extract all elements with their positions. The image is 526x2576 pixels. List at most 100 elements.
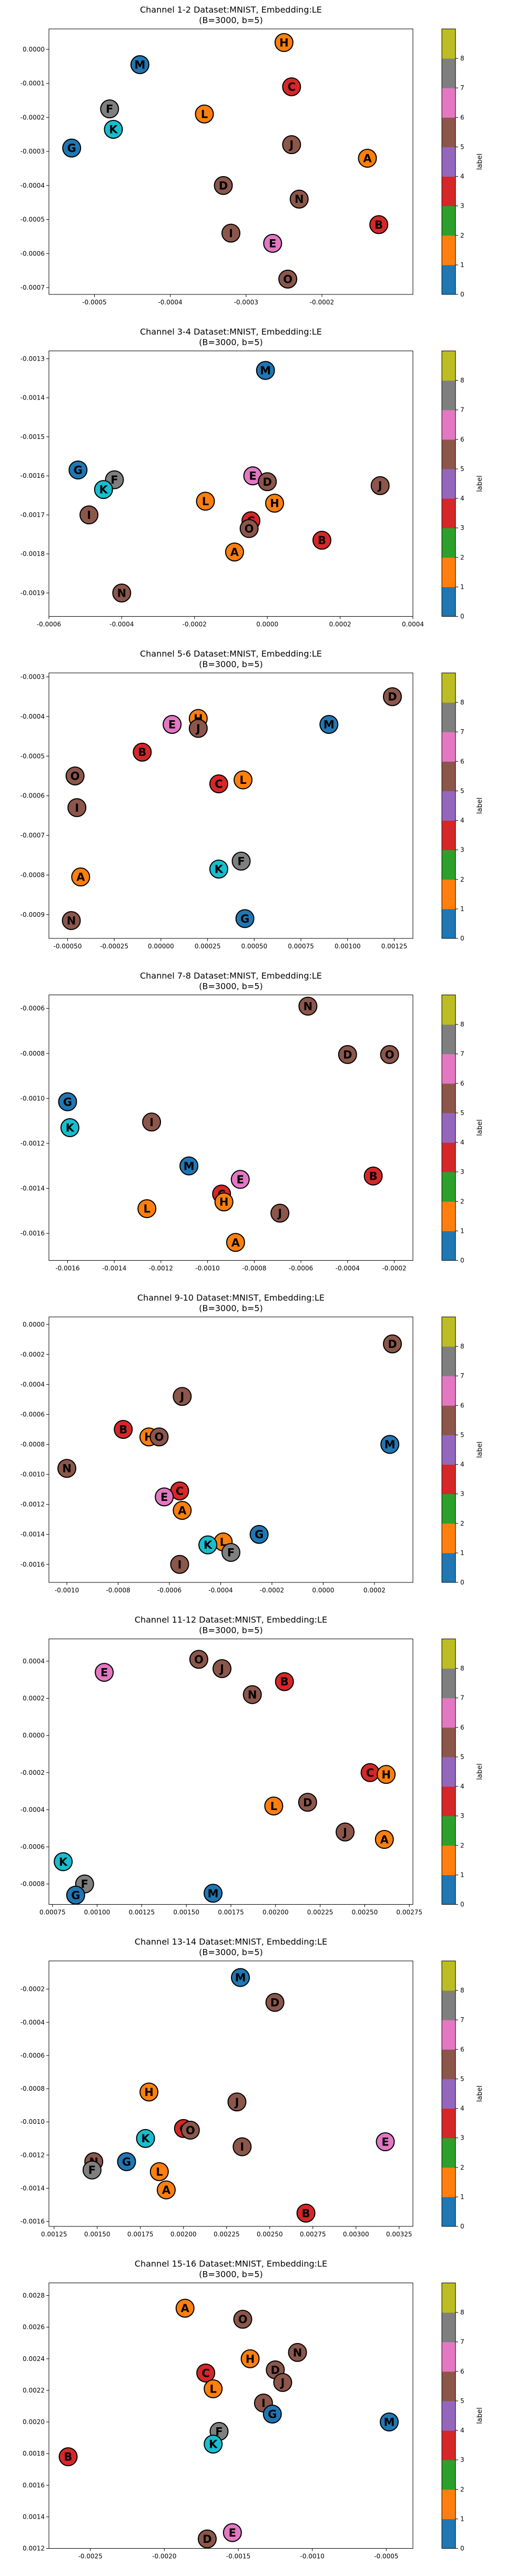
point-marker [270,1203,290,1223]
x-tick-label: -0.0016 [55,1265,79,1272]
scatter-point: I [142,1112,161,1132]
colorbar-tick-label: 1 [460,261,464,269]
point-marker [66,1885,85,1905]
x-tick-label: -0.0010 [300,2553,325,2560]
colorbar-tick-label: 3 [460,1812,464,1819]
colorbar-segment [442,2519,456,2549]
colorbar-label: label [476,1763,484,1780]
point-label: I [87,509,91,522]
scatter-point: H [274,33,294,52]
colorbar-segment [442,1961,456,1991]
point-label: A [178,1505,187,1517]
x-tick-label: 0.00000 [148,943,174,950]
point-marker [338,1045,357,1064]
colorbar-tick-label: 0 [460,1257,464,1264]
point-marker [358,149,377,168]
x-tick-label: -0.0004 [336,1265,360,1272]
scatter-point: I [67,798,87,817]
point-marker [380,1435,400,1454]
colorbar-segment [442,1346,456,1376]
point-marker [296,2203,316,2223]
x-tick-label: 0.00125 [129,1909,155,1916]
colorbar-segment [442,206,456,236]
colorbar-tick-label: 0 [460,1901,464,1908]
scatter-point: I [79,505,99,525]
colorbar-tick-label: 5 [460,143,464,150]
point-marker [282,77,301,97]
colorbar-tick-label: 7 [460,1372,464,1379]
chart-subtitle: (B=3000, b=5) [199,1626,263,1635]
point-label: N [304,1000,313,1013]
scatter-point: G [117,2152,136,2171]
point-label: E [100,1667,108,1679]
y-tick-label: -0.0015 [21,433,45,441]
colorbar-label: label [476,154,484,170]
point-marker [213,1659,232,1679]
chart-title: Channel 5-6 Dataset:MNIST, Embedding:LE [140,649,322,659]
colorbar-segment [442,1875,456,1905]
colorbar-segment [442,2020,456,2050]
scatter-point: M [319,714,339,734]
point-marker [226,1233,245,1252]
point-label: L [210,2383,217,2395]
colorbar-frame [441,1960,456,2227]
scatter-point: B [369,215,389,234]
x-tick-label: -0.0025 [78,2553,103,2560]
scatter-point: K [54,1852,73,1872]
point-marker [149,1427,169,1447]
point-marker [377,1765,396,1784]
y-tick-label: 0.0000 [23,1321,45,1328]
chart-panel-5: Channel 9-10 Dataset:MNIST, Embedding:LE… [21,1293,484,1594]
scatter-point: M [130,55,149,74]
colorbar-tick-label: 6 [460,1080,464,1087]
point-marker [379,2413,399,2432]
colorbar-segment [442,1172,456,1202]
colorbar-segment [442,820,456,851]
y-tick-label: 0.0002 [23,1695,45,1702]
y-tick-label: -0.0002 [21,1351,45,1358]
chart-subtitle: (B=3000, b=5) [199,2270,263,2279]
point-label: F [215,2426,222,2438]
colorbar-segment [442,468,456,499]
colorbar-tick-label: 2 [460,554,464,561]
point-marker [256,361,275,380]
colorbar-tick-label: 1 [460,905,464,913]
y-tick-label: -0.0008 [21,1441,45,1448]
point-label: F [227,1546,235,1559]
colorbar-frame [441,1639,456,1905]
y-tick-label: -0.0003 [21,673,45,681]
colorbar-tick-label: 6 [460,1402,464,1409]
x-tick-label: 0.00250 [352,1909,378,1916]
point-label: E [269,237,276,250]
colorbar-segment [442,58,456,88]
scatter-point: O [278,269,298,289]
y-tick-label: -0.0017 [21,511,45,518]
colorbar-tick-label: 7 [460,1694,464,1702]
scatter-point: K [60,1118,79,1137]
x-tick-label: 0.00200 [170,2231,197,2238]
point-marker [263,233,282,253]
colorbar-label: label [476,798,484,814]
point-marker [265,1992,285,2012]
point-marker [170,1555,189,1574]
x-tick-label: 0.00075 [288,943,314,950]
y-tick-label: -0.0012 [21,1140,45,1147]
colorbar-segment [442,235,456,265]
colorbar-segment [442,1756,456,1787]
colorbar-tick-label: 3 [460,1490,464,1498]
scatter-point: N [57,1459,77,1478]
colorbar-segment [442,1727,456,1757]
point-marker [209,860,228,879]
colorbar-segment [442,2167,456,2197]
point-label: G [240,913,249,925]
point-marker [136,2129,155,2148]
x-tick-label: 0.00175 [218,1909,244,1916]
y-tick-label: -0.0004 [21,713,45,720]
colorbar-segment [442,117,456,147]
x-tick-label: -0.0003 [234,299,258,306]
scatter-point: H [240,2349,260,2368]
y-tick-label: 0.0026 [23,2324,45,2331]
point-marker [117,2152,136,2171]
x-tick-label: -0.00050 [54,943,82,950]
colorbar-segment [442,1668,456,1699]
